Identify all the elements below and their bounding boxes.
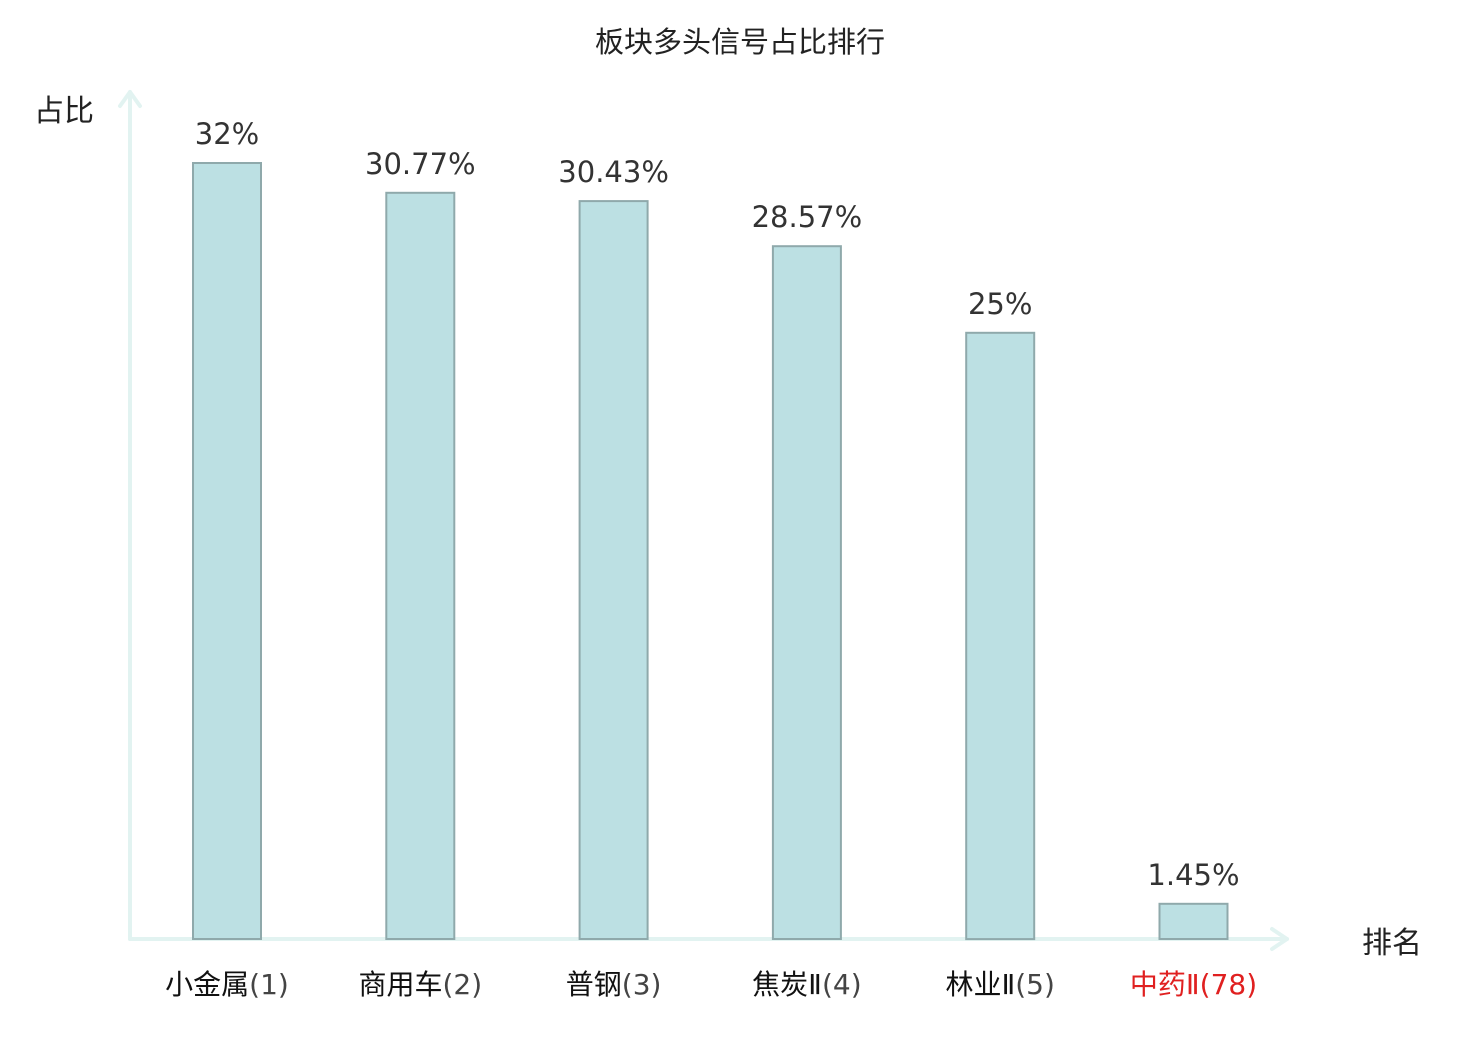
- x-tick-label: 中药Ⅱ(78): [1130, 968, 1257, 1001]
- bar: [385, 191, 456, 941]
- value-labels-group: 32% 30.77% 30.43% 28.57% 25% 1.45%: [195, 117, 1240, 892]
- bar: [192, 162, 262, 940]
- axes: [118, 90, 1289, 951]
- category-name: 林业Ⅱ: [945, 968, 1015, 1001]
- category-labels-group: 小金属(1) 商用车(2) 普钢(3) 焦炭Ⅱ(4) 林业Ⅱ(5) 中药Ⅱ(78): [165, 968, 1257, 1001]
- category-rank: (4): [822, 968, 862, 1001]
- x-tick-label: 商用车(2): [358, 968, 482, 1001]
- category-name: 商用车: [358, 968, 442, 1001]
- x-tick-label: 林业Ⅱ(5): [945, 968, 1054, 1001]
- y-axis-arrow-icon: [118, 90, 142, 108]
- bar: [1158, 902, 1229, 940]
- data-label: 1.45%: [1147, 858, 1239, 892]
- data-label: 32%: [195, 117, 259, 151]
- x-tick-label: 焦炭Ⅱ(4): [752, 968, 861, 1001]
- category-name: 中药Ⅱ: [1130, 968, 1200, 1001]
- y-axis-label: 占比: [34, 94, 94, 129]
- data-label: 30.43%: [558, 155, 669, 189]
- data-label: 28.57%: [752, 200, 863, 234]
- x-tick-label: 普钢(3): [566, 968, 662, 1001]
- data-label: 25%: [968, 287, 1032, 321]
- x-tick-label: 小金属(1): [165, 968, 289, 1001]
- category-rank: (3): [622, 968, 662, 1001]
- category-name: 小金属: [165, 968, 249, 1001]
- chart-title: 板块多头信号占比排行: [595, 25, 885, 59]
- category-name: 焦炭Ⅱ: [752, 968, 822, 1001]
- bars-group: [192, 162, 1229, 941]
- bar: [965, 331, 1036, 941]
- data-label: 30.77%: [365, 147, 476, 181]
- category-rank: (78): [1200, 968, 1257, 1001]
- bar: [578, 200, 649, 941]
- bar: [771, 245, 842, 940]
- x-axis-label: 排名: [1362, 926, 1422, 961]
- category-rank: (1): [249, 968, 289, 1001]
- category-rank: (2): [442, 968, 482, 1001]
- category-rank: (5): [1015, 968, 1055, 1001]
- category-name: 普钢: [566, 968, 622, 1001]
- x-axis-arrow-icon: [1270, 927, 1289, 951]
